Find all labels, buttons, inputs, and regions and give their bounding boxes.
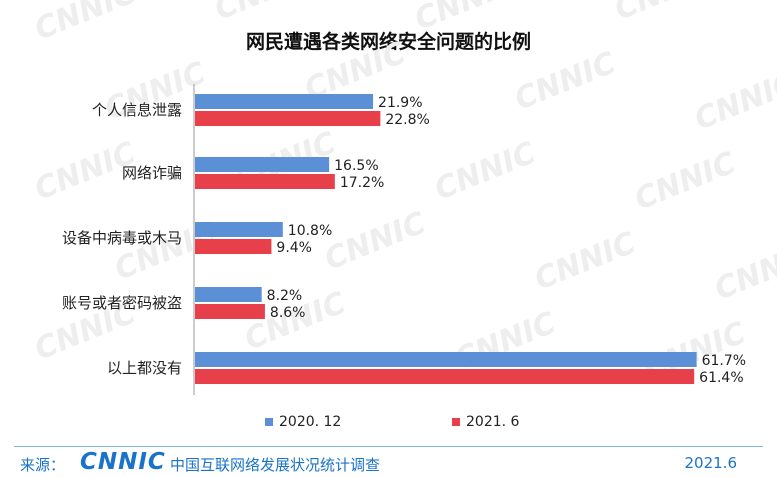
bar-2021-6	[195, 111, 381, 126]
bar-2021-6	[195, 174, 335, 189]
watermark-text: CNNIC	[710, 235, 777, 307]
watermark-text: CNNIC	[610, 0, 721, 27]
watermark-text: CNNIC	[430, 135, 541, 207]
data-label: 17.2%	[340, 175, 384, 191]
footer-org-name: 中国互联网络发展状况统计调查	[170, 456, 381, 474]
watermark-text: CNNIC	[510, 45, 621, 117]
watermark-text: CNNIC	[530, 225, 641, 297]
data-label: 16.5%	[334, 158, 378, 174]
data-label: 61.4%	[699, 370, 743, 386]
watermark-text: CNNIC	[210, 0, 321, 27]
category-label: 账号或者密码被盗	[62, 294, 182, 312]
data-label: 10.8%	[288, 223, 332, 239]
footer-source-label: 来源：	[20, 456, 66, 474]
watermark-text: CNNIC	[410, 0, 521, 37]
data-label: 8.6%	[270, 305, 306, 321]
category-label: 个人信息泄露	[92, 101, 182, 119]
data-label: 22.8%	[385, 112, 429, 128]
data-label: 21.9%	[378, 95, 422, 111]
chart-title: 网民遭遇各类网络安全问题的比例	[245, 31, 531, 53]
legend-swatch-2020-12	[265, 418, 273, 426]
bar-2020-12	[195, 352, 697, 367]
legend-label-2021-6: 2021. 6	[466, 414, 520, 430]
legend-item-2020-12: 2020. 12	[265, 414, 341, 430]
footer-divider	[14, 446, 763, 447]
legend-item-2021-6: 2021. 6	[452, 414, 519, 430]
legend-swatch-2021-6	[452, 418, 460, 426]
data-label: 8.2%	[267, 288, 303, 304]
category-label: 以上都没有	[107, 359, 182, 377]
watermark-text: CNNIC	[320, 205, 431, 277]
category-label: 设备中病毒或木马	[62, 229, 182, 247]
watermark-text: CNNIC	[630, 145, 741, 217]
bar-2020-12	[195, 94, 374, 109]
bar-2021-6	[195, 369, 695, 384]
watermark-text: CNNIC	[690, 65, 777, 137]
footer-date: 2021.6	[684, 454, 738, 472]
cnnic-logo: CNNIC	[80, 449, 166, 475]
data-label: 9.4%	[276, 240, 312, 256]
bar-2020-12	[195, 157, 330, 172]
bar-2021-6	[195, 304, 265, 319]
legend-label-2020-12: 2020. 12	[279, 414, 342, 430]
watermark-text: CNNIC	[30, 0, 141, 47]
footer: 来源： CNNIC 中国互联网络发展状况统计调查 2021.6	[0, 449, 777, 475]
legend: 2020. 12 2021. 6	[0, 414, 777, 434]
bar-2021-6	[195, 239, 272, 254]
category-label: 网络诈骗	[122, 164, 182, 182]
bar-2020-12	[195, 222, 283, 237]
data-label: 61.7%	[702, 353, 746, 369]
bar-2020-12	[195, 287, 262, 302]
